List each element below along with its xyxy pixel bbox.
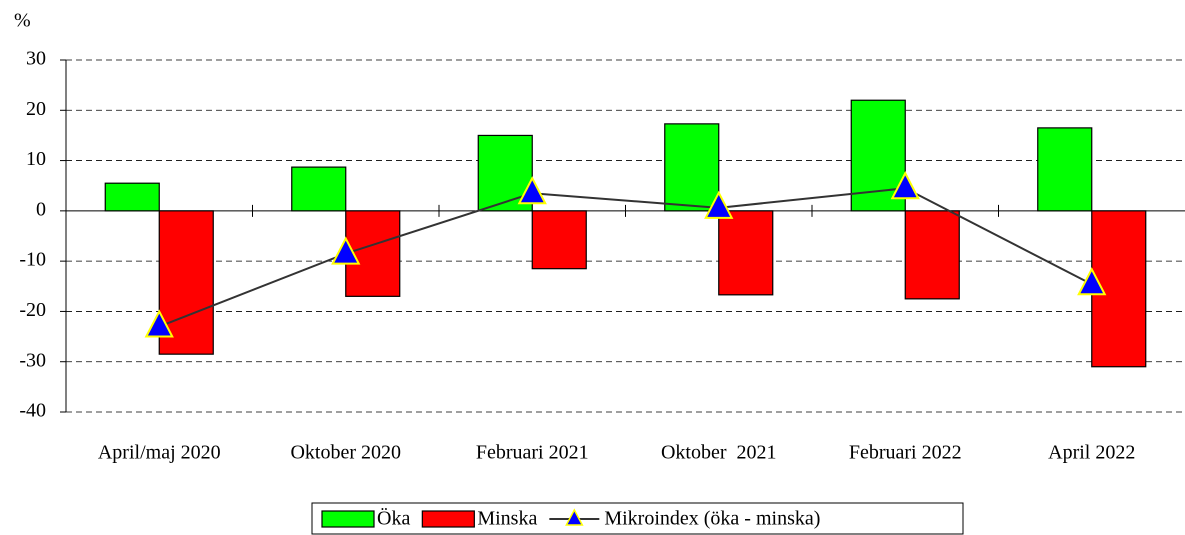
bar — [104, 182, 160, 212]
bar — [664, 123, 720, 212]
marker — [144, 309, 174, 338]
x-tick-label: Februari 2021 — [476, 442, 589, 464]
y-tick-label: -30 — [19, 349, 46, 371]
x-tick-label: April/maj 2020 — [98, 442, 221, 464]
y-tick-label: -10 — [19, 249, 46, 271]
y-tick-label: 0 — [36, 198, 46, 220]
x-tick-label: Oktober 2020 — [290, 442, 401, 464]
legend-swatch — [565, 508, 584, 526]
marker — [517, 176, 547, 205]
bar — [531, 210, 587, 270]
y-tick-label: -20 — [19, 299, 46, 321]
legend-swatch — [421, 510, 475, 528]
legend-label: Minska — [477, 508, 537, 530]
x-tick-label: Oktober 2021 — [661, 442, 777, 464]
legend-label: Öka — [377, 507, 410, 530]
line — [158, 187, 1093, 328]
bar — [904, 210, 960, 300]
legend-label: Mikroindex (öka - minska) — [604, 508, 820, 530]
marker — [1077, 267, 1107, 296]
bar — [291, 166, 347, 212]
y-tick-label: -40 — [19, 400, 46, 422]
y-tick-label: 30 — [26, 48, 46, 70]
legend: Öka Minska Mikroindex (öka - minska) — [311, 502, 964, 535]
marker — [331, 236, 361, 265]
y-axis-label: % — [14, 10, 31, 32]
bar — [1037, 127, 1093, 212]
bar — [718, 210, 774, 296]
y-tick-label: 10 — [26, 148, 46, 170]
marker — [704, 190, 734, 219]
legend-box — [311, 502, 964, 535]
x-tick-label: Februari 2022 — [849, 442, 962, 464]
y-tick-label: 20 — [26, 98, 46, 120]
legend-swatch — [321, 510, 375, 528]
marker — [890, 171, 920, 200]
x-tick-label: April 2022 — [1048, 442, 1135, 464]
